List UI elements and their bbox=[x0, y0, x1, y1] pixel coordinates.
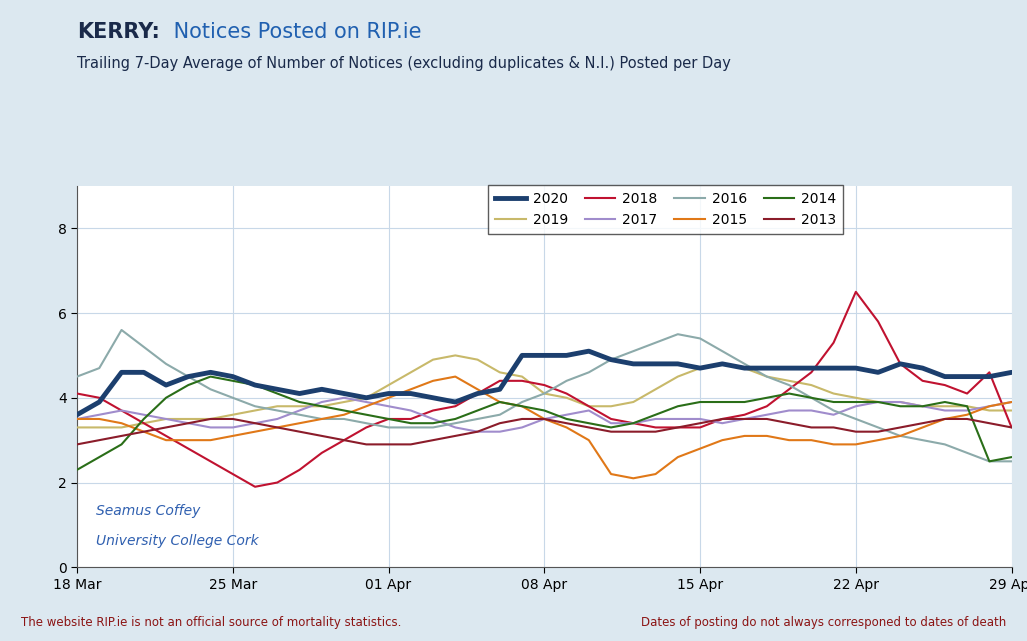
Text: Dates of posting do not always corresponed to dates of death: Dates of posting do not always correspon… bbox=[641, 617, 1006, 629]
Text: Trailing 7-Day Average of Number of Notices (excluding duplicates & N.I.) Posted: Trailing 7-Day Average of Number of Noti… bbox=[77, 56, 731, 71]
Text: The website RIP.ie is not an official source of mortality statistics.: The website RIP.ie is not an official so… bbox=[21, 617, 401, 629]
Text: University College Cork: University College Cork bbox=[96, 534, 259, 548]
Text: KERRY:: KERRY: bbox=[77, 22, 160, 42]
Text: Notices Posted on RIP.ie: Notices Posted on RIP.ie bbox=[167, 22, 422, 42]
Text: Seamus Coffey: Seamus Coffey bbox=[96, 504, 200, 518]
Legend: 2020, 2019, 2018, 2017, 2016, 2015, 2014, 2013: 2020, 2019, 2018, 2017, 2016, 2015, 2014… bbox=[489, 185, 843, 234]
